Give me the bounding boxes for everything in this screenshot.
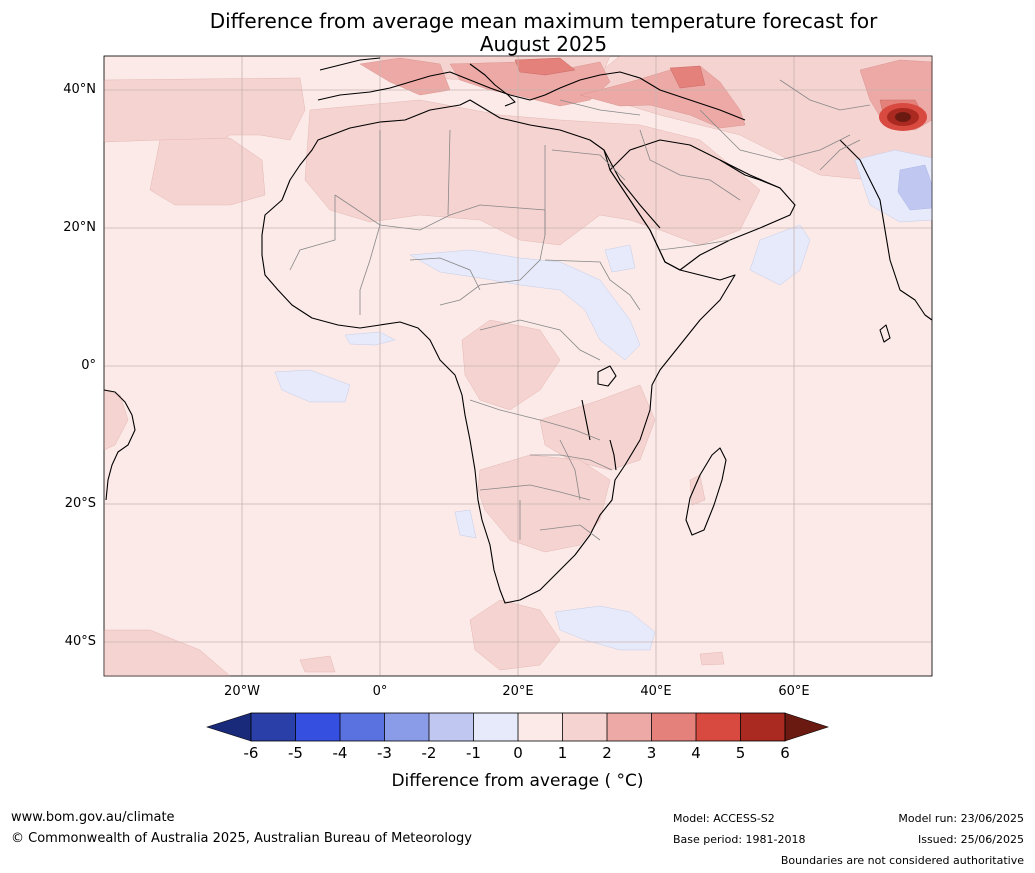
colorbar-swatch [429, 713, 474, 741]
footer-model-run: Model run: 23/06/2025 [898, 812, 1024, 825]
chart-title: Difference from average mean maximum tem… [0, 10, 1035, 56]
country-borders [289, 79, 871, 541]
map-border [103, 55, 933, 677]
lon-label-40e: 40°E [640, 684, 672, 699]
footer-base-period: Base period: 1981-2018 [673, 833, 806, 846]
colorbar-swatch [473, 713, 518, 741]
colorbar-tick: 2 [602, 744, 612, 762]
colorbar-tick: -2 [421, 744, 437, 762]
colorbar-swatch [384, 713, 429, 741]
graticule [104, 56, 932, 676]
colorbar-tick: 0 [513, 744, 523, 762]
lat-label-20n: 20°N [63, 220, 96, 235]
coastlines [103, 57, 933, 604]
colorbar-low-arrow [206, 712, 252, 742]
colorbar-tick: 4 [691, 744, 701, 762]
hotspot-himalaya [879, 103, 927, 131]
footer-model: Model: ACCESS-S2 [673, 812, 775, 825]
lat-label-20s: 20°S [64, 496, 96, 511]
colorbar-swatch [562, 713, 607, 741]
lon-label-20e: 20°E [502, 684, 534, 699]
colorbar-swatch [651, 713, 696, 741]
colorbar-tick: 1 [557, 744, 568, 762]
colorbar-label: Difference from average ( °C) [391, 771, 644, 791]
footer-disclaimer: Boundaries are not considered authoritat… [780, 854, 1024, 867]
colorbar-tick: 6 [780, 744, 790, 762]
colorbar-swatch [295, 713, 340, 741]
lon-label-60e: 60°E [778, 684, 810, 699]
footer-issued: Issued: 25/06/2025 [917, 833, 1024, 846]
colorbar-tick: -6 [243, 744, 259, 762]
footer-url[interactable]: www.bom.gov.au/climate [11, 810, 175, 825]
colorbar-swatch [607, 713, 652, 741]
colorbar-swatch [740, 713, 785, 741]
colorbar-swatch [518, 713, 563, 741]
footer-copyright: © Commonwealth of Australia 2025, Austra… [11, 831, 472, 846]
lat-label-0: 0° [81, 358, 96, 373]
colorbar-tick: -4 [332, 744, 348, 762]
title-line-1: Difference from average mean maximum tem… [209, 9, 878, 33]
colorbar-tick: 3 [646, 744, 657, 762]
lat-label-40n: 40°N [63, 82, 96, 97]
lat-label-40s: 40°S [64, 634, 96, 649]
colorbar-tick: -1 [466, 744, 481, 762]
lon-label-0: 0° [372, 684, 388, 699]
colorbar-swatch [251, 713, 296, 741]
colorbar-tick: -3 [377, 744, 392, 762]
colorbar-tick: -5 [288, 744, 303, 762]
title-line-2: August 2025 [479, 32, 608, 56]
colorbar-swatch [696, 713, 741, 741]
colorbar-high-arrow [784, 712, 829, 742]
colorbar-swatch [340, 713, 385, 741]
lon-label-20w: 20°W [224, 684, 260, 699]
colorbar-dividers [295, 713, 741, 741]
warm-anomaly-areas [103, 55, 933, 677]
colorbar-tick: 5 [735, 744, 746, 762]
